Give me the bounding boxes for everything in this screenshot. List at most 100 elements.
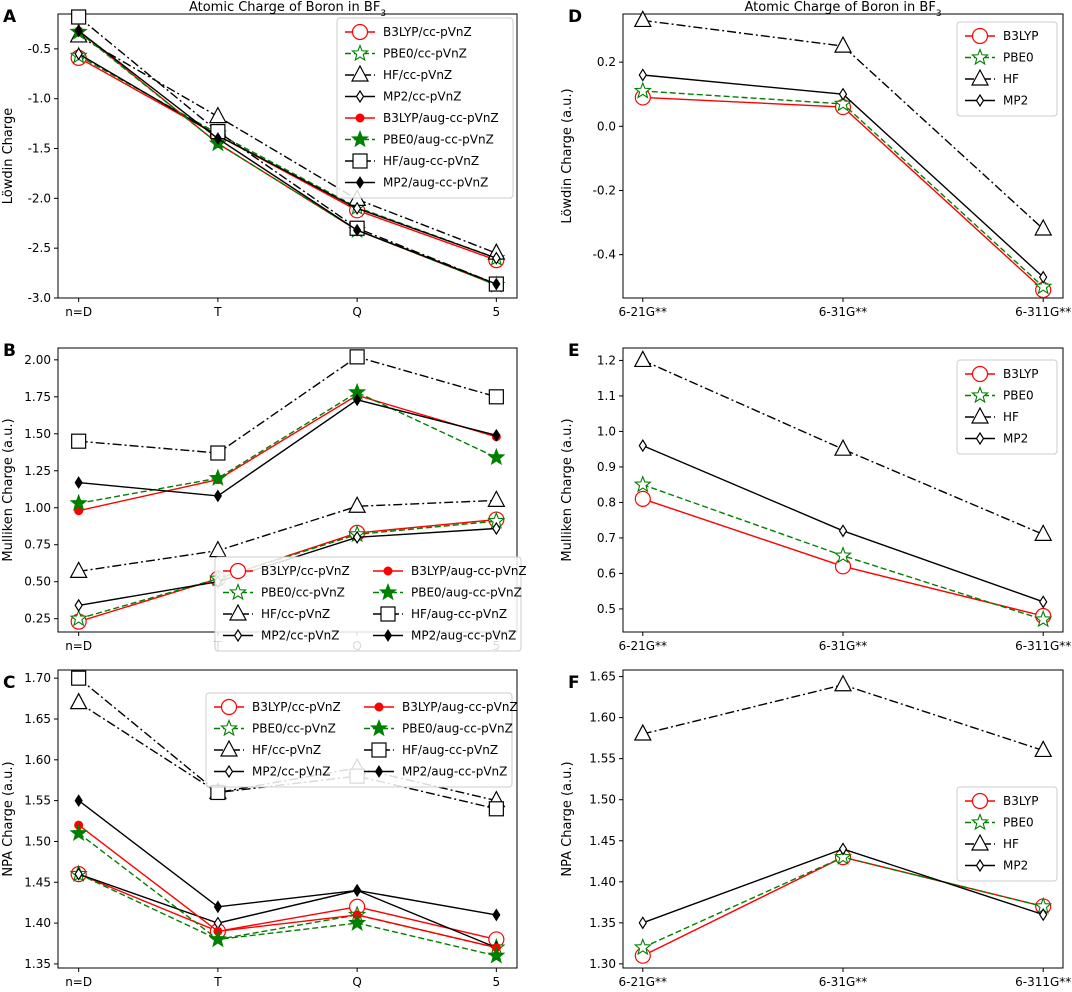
data-point — [1034, 277, 1053, 295]
y-tick-label: 0.7 — [597, 531, 616, 545]
legend-marker — [229, 562, 247, 580]
y-tick-label: 1.55 — [589, 752, 616, 766]
y-tick-label: 1.60 — [589, 711, 616, 725]
data-point — [349, 349, 365, 365]
series-hf-aug-cc-pvnz — [71, 349, 504, 461]
x-tick-label: 6-311G** — [1015, 305, 1071, 319]
data-point — [208, 106, 227, 124]
y-tick-label: 1.50 — [24, 427, 51, 441]
y-tick-label: -3.0 — [28, 291, 51, 305]
legend: B3LYP PBE0 HF MP2 — [956, 359, 1058, 455]
y-tick-label: 1.2 — [597, 353, 616, 367]
x-tick-label: 6-311G** — [1015, 975, 1071, 989]
legend-marker — [975, 93, 985, 108]
legend-label: B3LYP/cc-pVnZ — [261, 564, 350, 578]
panel-A: A Atomic Charge of Boron in BF3 -0.5 -1.0 -1… — [1, 0, 518, 319]
axes-frame — [57, 669, 518, 969]
y-tick-label: 0.9 — [597, 460, 616, 474]
legend-label: HF — [1003, 837, 1019, 851]
legend-label: MP2/aug-cc-pVnZ — [383, 176, 488, 190]
data-point — [213, 489, 222, 503]
panel-F: F 1.30 1.35 1.40 1.45 1.50 1.55 1.60 1.65 6-21G**… — [560, 669, 1071, 989]
legend-label: MP2 — [1003, 432, 1028, 446]
data-point — [488, 389, 504, 405]
y-tick-label: 1.55 — [24, 794, 51, 808]
y-tick-label: 1.35 — [589, 916, 616, 930]
y-tick-label: 0.75 — [24, 538, 51, 552]
y-tick-label: 1.40 — [24, 916, 51, 930]
series-line — [642, 19, 1044, 230]
data-point — [69, 561, 88, 578]
axes-frame — [57, 13, 518, 299]
data-point — [348, 913, 367, 931]
series-line — [78, 30, 497, 285]
legend-marker — [378, 582, 398, 601]
data-point — [492, 908, 501, 922]
data-point — [208, 540, 227, 558]
legend-label: PBE0/cc-pVnZ — [261, 586, 345, 600]
data-point — [487, 490, 506, 507]
data-point — [492, 428, 501, 442]
x-tick-label: T — [213, 975, 222, 989]
y-tick-label: 1.1 — [597, 389, 616, 403]
y-tick-label: 1.65 — [24, 712, 51, 726]
data-point — [1034, 524, 1053, 541]
data-point — [638, 439, 648, 453]
legend-marker — [351, 64, 369, 82]
data-point — [492, 521, 501, 536]
y-tick-label: 1.75 — [24, 390, 51, 404]
legend-marker — [371, 742, 387, 758]
data-point — [834, 674, 852, 692]
legend-label: MP2/cc-pVnZ — [383, 90, 461, 104]
x-tick-label: 6-311G** — [1015, 639, 1071, 653]
data-point — [74, 794, 83, 808]
series-hf-cc-pvnz — [69, 490, 506, 578]
data-point — [634, 490, 651, 507]
data-point — [71, 670, 87, 686]
x-tick-label: 5 — [493, 305, 501, 319]
series-line — [78, 399, 497, 497]
legend: B3LYP PBE0 HF MP2 — [956, 786, 1058, 882]
data-point — [633, 350, 652, 368]
panel-letter: F — [568, 673, 580, 693]
legend-marker — [233, 628, 243, 643]
legend-marker — [351, 23, 369, 41]
legend-label: HF — [1003, 72, 1019, 86]
legend-marker — [383, 566, 393, 576]
series-hf — [633, 10, 1053, 236]
legend-label: B3LYP/aug-cc-pVnZ — [383, 111, 499, 125]
x-tick-label: n=D — [65, 305, 92, 319]
data-point — [71, 9, 87, 25]
panel-letter: C — [3, 673, 15, 693]
y-tick-label: 1.60 — [24, 753, 51, 767]
legend-label: HF/cc-pVnZ — [383, 68, 452, 82]
legend-label: MP2 — [1003, 859, 1028, 873]
series-line — [78, 873, 497, 941]
legend: B3LYP/cc-pVnZ PBE0/cc-pVnZ HF/cc-pVnZ MP2/c… — [214, 556, 527, 652]
data-point — [633, 937, 652, 956]
data-point — [633, 475, 652, 493]
series-line — [78, 53, 497, 259]
x-tick-label: 6-31G** — [819, 305, 868, 319]
series-b3lyp-aug-cc-pvnz — [74, 820, 501, 953]
legend-marker — [970, 812, 990, 831]
y-axis-label: Mulliken Charge (a.u.) — [560, 418, 575, 561]
series-line — [78, 394, 497, 512]
legend-label: B3LYP/cc-pVnZ — [252, 700, 341, 714]
x-tick-label: 6-21G** — [619, 305, 668, 319]
panel-E: E 0.5 0.6 0.7 0.8 0.9 1.0 1.1 1.2 6-21G** 6-31G** 6… — [560, 341, 1071, 653]
series-line — [642, 444, 1044, 603]
series-line — [78, 391, 497, 504]
legend-marker — [975, 431, 985, 446]
y-tick-label: 0.6 — [597, 566, 616, 580]
data-point — [1034, 610, 1053, 628]
data-point — [353, 393, 362, 407]
legend-marker — [220, 698, 238, 716]
series-line — [78, 16, 497, 285]
x-tick-label: T — [213, 305, 222, 319]
data-point — [633, 81, 652, 99]
series-pbe0-cc-pvnz — [69, 864, 506, 956]
legend-label: HF/cc-pVnZ — [252, 743, 321, 757]
legend-marker — [224, 764, 234, 779]
